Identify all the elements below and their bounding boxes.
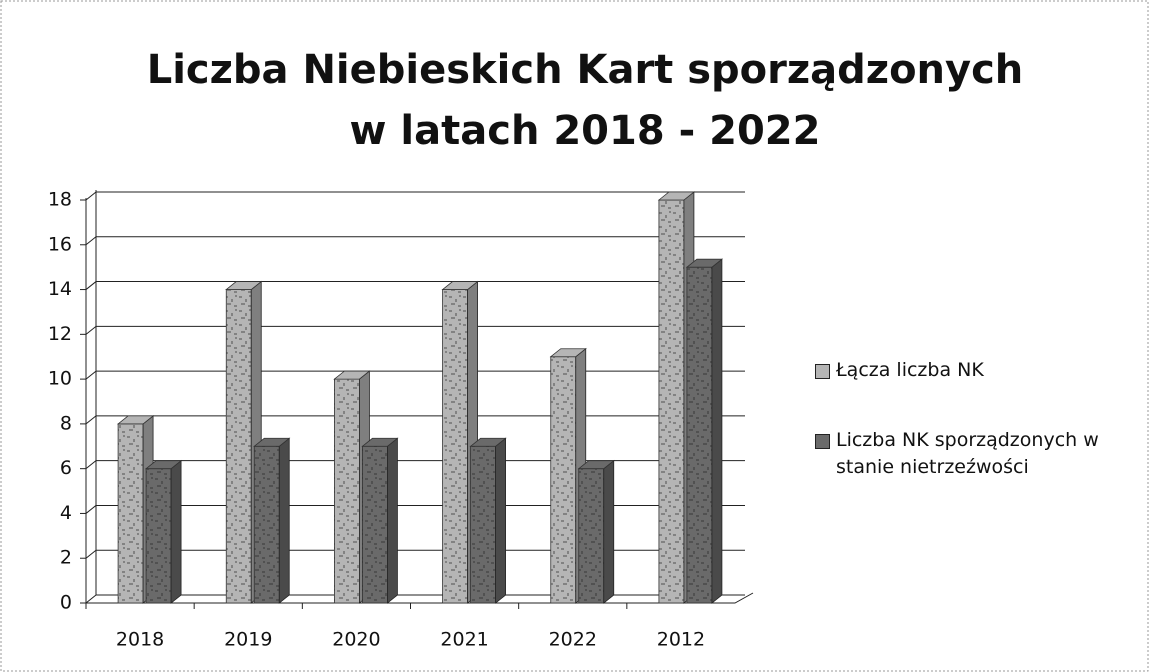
grid-line bbox=[85, 594, 97, 604]
bar-top bbox=[361, 437, 399, 447]
legend-label: Łącza liczba NK bbox=[836, 359, 984, 381]
grid-line bbox=[85, 460, 97, 470]
grid-line bbox=[85, 236, 97, 246]
y-tick-label: 0 bbox=[60, 592, 72, 614]
x-tick-label: 2012 bbox=[657, 629, 705, 651]
grid-line bbox=[85, 415, 97, 425]
bar-texture bbox=[550, 356, 576, 603]
bar-top bbox=[657, 191, 696, 201]
bar-top bbox=[441, 281, 479, 290]
x-tick-label: 2022 bbox=[549, 629, 597, 651]
bar bbox=[469, 437, 507, 604]
bar-top bbox=[577, 460, 615, 470]
y-tick-label: 18 bbox=[48, 189, 72, 211]
bar bbox=[577, 459, 615, 604]
grid-line bbox=[85, 191, 97, 201]
y-tick-label: 10 bbox=[48, 368, 72, 390]
bar-texture bbox=[226, 289, 252, 603]
x-tick-label: 2019 bbox=[224, 629, 272, 651]
x-tick-label: 2020 bbox=[332, 629, 380, 651]
x-tick-label: 2021 bbox=[440, 629, 488, 651]
bar-texture bbox=[118, 423, 144, 603]
bar-texture bbox=[334, 379, 360, 603]
bar-texture bbox=[658, 200, 684, 603]
bar-top bbox=[549, 348, 587, 358]
bar-top bbox=[225, 281, 263, 290]
bar-side bbox=[387, 437, 398, 604]
bar-top bbox=[144, 460, 183, 470]
bar-side bbox=[278, 437, 290, 604]
bar-side bbox=[170, 459, 182, 604]
y-tick-label: 8 bbox=[60, 412, 72, 434]
grid-line bbox=[85, 325, 97, 335]
x-tick-label: 2018 bbox=[116, 629, 164, 651]
y-tick-label: 6 bbox=[60, 457, 72, 479]
bar bbox=[685, 258, 724, 604]
bar bbox=[144, 459, 183, 604]
bar bbox=[333, 370, 371, 604]
bar bbox=[361, 437, 399, 604]
bar-top bbox=[253, 437, 291, 447]
bar-top bbox=[469, 437, 507, 447]
bar-texture bbox=[254, 446, 280, 603]
legend-item: Liczba NK sporządzonych w stanie nietrze… bbox=[815, 427, 1145, 481]
bar-texture bbox=[686, 267, 712, 603]
y-tick-label: 14 bbox=[48, 278, 72, 300]
y-tick-label: 12 bbox=[48, 323, 72, 345]
bar-texture bbox=[362, 446, 388, 603]
y-tick-label: 16 bbox=[48, 233, 72, 255]
bar bbox=[225, 280, 263, 604]
bar bbox=[253, 437, 291, 604]
chart-title: w latach 2018 - 2022 bbox=[350, 108, 821, 154]
y-tick-label: 4 bbox=[60, 502, 72, 524]
bar-texture bbox=[578, 468, 604, 603]
bar bbox=[657, 191, 696, 604]
legend-swatch bbox=[815, 364, 830, 379]
grid-line bbox=[85, 281, 97, 290]
legend-label: Liczba NK sporządzonych w stanie nietrze… bbox=[836, 429, 1099, 478]
y-tick-label: 2 bbox=[60, 547, 72, 569]
grid-line bbox=[85, 370, 97, 380]
bar-top bbox=[685, 258, 724, 268]
grid-line bbox=[85, 549, 97, 559]
grid-line bbox=[85, 505, 97, 514]
bar-top bbox=[116, 415, 155, 425]
legend-item: Łącza liczba NK bbox=[815, 357, 1145, 384]
bar bbox=[549, 347, 587, 604]
bar-side bbox=[495, 437, 506, 604]
bar-texture bbox=[470, 446, 496, 603]
bar-texture bbox=[442, 289, 468, 603]
bar-side bbox=[603, 459, 615, 604]
legend-swatch bbox=[815, 434, 830, 449]
bar-side bbox=[711, 258, 723, 604]
bar-texture bbox=[146, 468, 172, 603]
chart-title: Liczba Niebieskich Kart sporządzonych bbox=[147, 47, 1024, 93]
bar-top bbox=[333, 370, 371, 380]
